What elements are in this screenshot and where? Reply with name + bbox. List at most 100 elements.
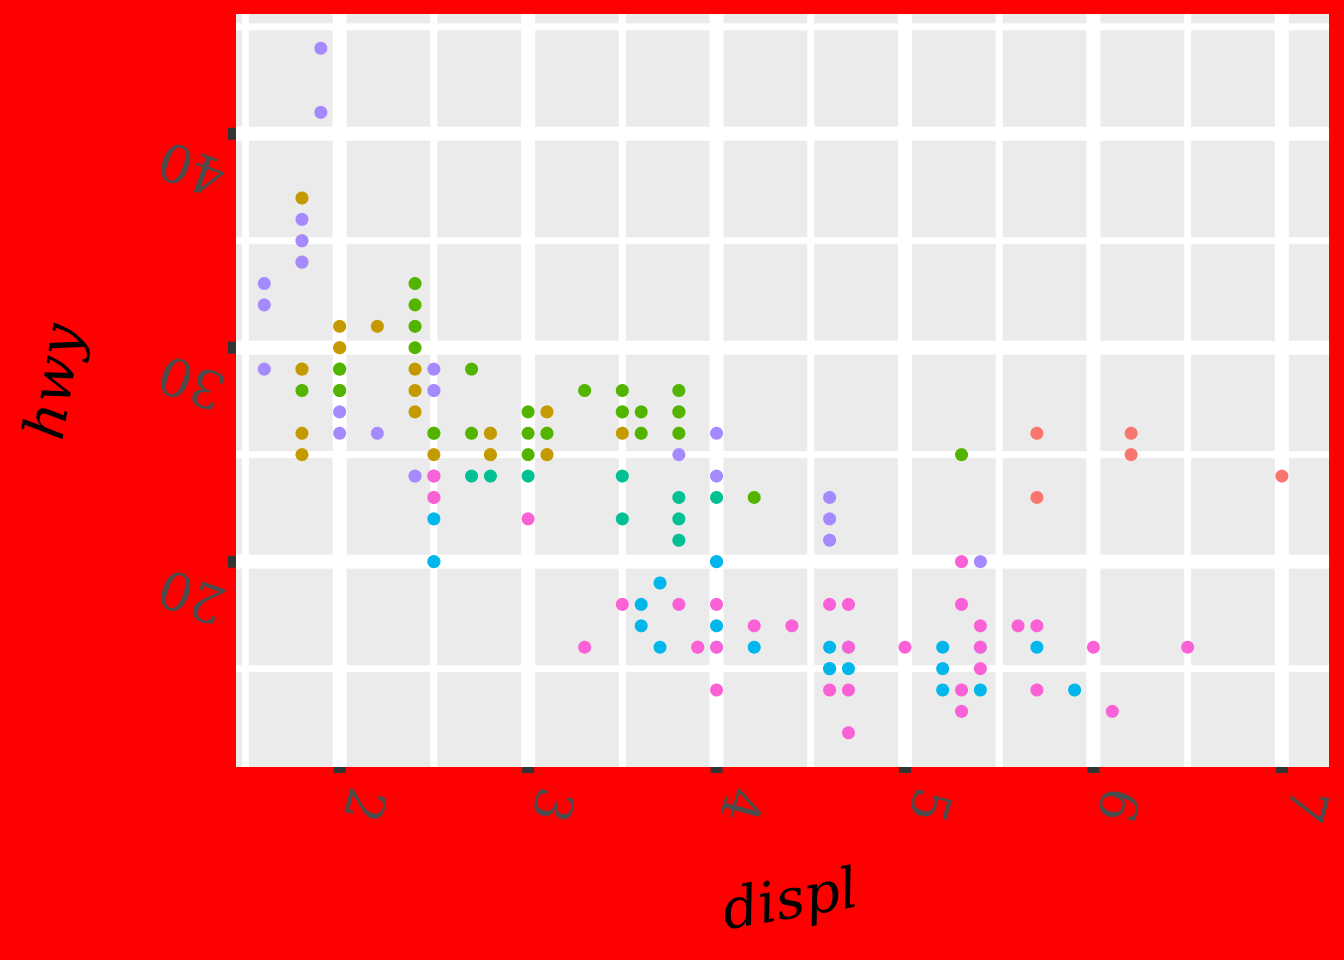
data-point — [540, 426, 554, 440]
data-point — [785, 619, 799, 633]
data-point — [295, 448, 309, 462]
data-point — [540, 405, 554, 419]
data-point — [1030, 490, 1044, 504]
data-point — [691, 640, 705, 654]
data-point — [973, 640, 987, 654]
data-point — [1030, 619, 1044, 633]
data-point — [1030, 640, 1044, 654]
data-point — [1068, 683, 1082, 697]
data-point — [408, 277, 422, 291]
data-point — [710, 640, 724, 654]
data-point — [578, 640, 592, 654]
data-point — [823, 512, 837, 526]
data-point — [1086, 640, 1100, 654]
data-point — [615, 405, 629, 419]
data-point — [314, 105, 328, 119]
data-point — [653, 640, 667, 654]
data-point — [521, 426, 535, 440]
data-point — [823, 597, 837, 611]
data-point — [483, 426, 497, 440]
data-point — [521, 512, 535, 526]
data-point — [578, 384, 592, 397]
data-point — [427, 426, 441, 440]
data-point — [615, 384, 629, 397]
data-point — [615, 426, 629, 440]
data-point — [955, 683, 969, 697]
data-point — [427, 555, 441, 569]
data-point — [936, 662, 950, 676]
data-point — [747, 640, 761, 654]
data-point — [841, 683, 855, 697]
data-point — [540, 448, 554, 462]
data-point — [465, 426, 479, 440]
data-point — [521, 469, 535, 483]
data-point — [955, 448, 969, 462]
data-point — [333, 341, 347, 355]
data-point — [427, 469, 441, 483]
data-point — [955, 555, 969, 569]
data-point — [672, 533, 686, 547]
data-point — [710, 490, 724, 504]
data-point — [427, 362, 441, 376]
data-point — [370, 426, 384, 440]
data-point — [257, 298, 271, 312]
data-point — [408, 319, 422, 333]
data-point — [295, 426, 309, 440]
data-point — [823, 640, 837, 654]
data-point — [465, 362, 479, 376]
data-point — [483, 448, 497, 462]
data-point — [1011, 619, 1025, 633]
data-point — [427, 448, 441, 462]
data-point — [823, 662, 837, 676]
data-point — [370, 319, 384, 333]
data-point — [521, 448, 535, 462]
data-point — [615, 597, 629, 611]
data-point — [333, 384, 347, 397]
data-point — [408, 384, 422, 397]
data-point — [295, 255, 309, 269]
data-point — [973, 662, 987, 676]
data-point — [672, 512, 686, 526]
data-point — [333, 426, 347, 440]
data-point — [408, 362, 422, 376]
data-point — [634, 405, 648, 419]
data-point — [615, 512, 629, 526]
data-point — [408, 469, 422, 483]
data-point — [672, 448, 686, 462]
data-point — [710, 469, 724, 483]
data-point — [1030, 426, 1044, 440]
data-point — [465, 469, 479, 483]
data-point — [408, 298, 422, 312]
data-point — [936, 640, 950, 654]
data-point — [1030, 683, 1044, 697]
data-point — [710, 683, 724, 697]
data-point — [672, 490, 686, 504]
data-point — [823, 683, 837, 697]
data-point — [710, 426, 724, 440]
data-point — [973, 555, 987, 569]
data-point — [747, 490, 761, 504]
data-point — [973, 683, 987, 697]
data-point — [333, 362, 347, 376]
data-point — [936, 683, 950, 697]
data-point — [295, 191, 309, 205]
data-point — [1105, 704, 1119, 718]
data-point — [1124, 426, 1138, 440]
data-point — [257, 362, 271, 376]
data-point — [408, 405, 422, 419]
data-point — [747, 619, 761, 633]
data-point — [672, 426, 686, 440]
data-point — [672, 405, 686, 419]
data-point — [295, 234, 309, 248]
data-point — [710, 597, 724, 611]
data-point — [823, 490, 837, 504]
data-point — [653, 576, 667, 590]
data-point — [634, 597, 648, 611]
data-point — [314, 41, 328, 55]
data-point — [427, 384, 441, 397]
data-point — [973, 619, 987, 633]
data-point — [710, 619, 724, 633]
data-point — [295, 384, 309, 397]
data-point — [955, 597, 969, 611]
